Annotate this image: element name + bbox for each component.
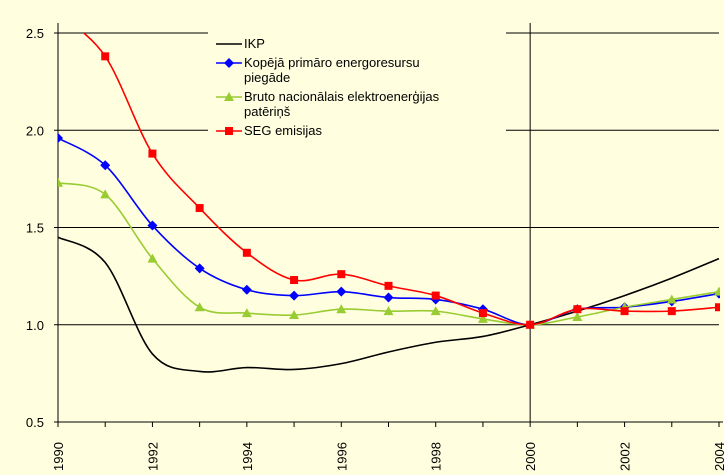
x-tick-label: 2002 bbox=[618, 442, 633, 471]
legend-label: SEG emisijas bbox=[244, 123, 323, 138]
marker bbox=[572, 311, 583, 321]
marker bbox=[101, 52, 110, 61]
y-tick-label: 1.0 bbox=[26, 318, 44, 333]
legend-swatch bbox=[216, 58, 242, 68]
marker bbox=[666, 294, 677, 304]
marker bbox=[383, 306, 394, 316]
legend-label: Kopējā primāro energoresursu piegāde bbox=[244, 55, 420, 85]
marker bbox=[383, 292, 394, 303]
marker bbox=[194, 302, 205, 312]
marker bbox=[225, 127, 233, 135]
marker bbox=[336, 304, 347, 314]
marker bbox=[290, 276, 299, 285]
legend-label: Bruto nacionālais elektroenerģijas patēr… bbox=[244, 89, 440, 119]
series-group bbox=[54, 10, 720, 373]
marker bbox=[715, 303, 720, 312]
marker bbox=[477, 313, 488, 323]
marker bbox=[224, 58, 234, 68]
marker bbox=[147, 253, 158, 263]
marker bbox=[478, 309, 487, 318]
marker bbox=[100, 160, 111, 171]
marker bbox=[431, 291, 440, 300]
marker bbox=[194, 263, 205, 274]
series-line bbox=[58, 181, 720, 326]
marker bbox=[58, 133, 63, 144]
marker bbox=[54, 10, 62, 18]
y-tick-label: 0.5 bbox=[26, 415, 44, 430]
x-tick-label: 1992 bbox=[145, 442, 160, 471]
marker bbox=[337, 270, 346, 279]
legend-swatch bbox=[216, 127, 242, 135]
marker bbox=[714, 286, 720, 296]
marker bbox=[667, 307, 676, 316]
x-tick-label: 1990 bbox=[51, 442, 66, 471]
legend-swatch bbox=[216, 92, 242, 101]
marker bbox=[241, 284, 252, 295]
marker bbox=[336, 286, 347, 297]
x-tick-label: 1994 bbox=[240, 442, 255, 471]
legend-entry: SEG emisijas bbox=[208, 123, 506, 138]
marker bbox=[195, 204, 204, 213]
marker bbox=[148, 149, 157, 158]
marker bbox=[241, 308, 252, 318]
legend-swatch bbox=[216, 43, 242, 45]
y-tick-label: 2.0 bbox=[26, 123, 44, 138]
x-tick-label: 2000 bbox=[523, 442, 538, 471]
marker bbox=[147, 220, 158, 231]
y-tick-label: 1.5 bbox=[26, 221, 44, 236]
marker bbox=[224, 92, 234, 101]
x-tick-label: 2004 bbox=[712, 442, 724, 471]
x-tick-label: 1996 bbox=[334, 442, 349, 471]
legend-entry: Kopējā primāro energoresursu piegāde bbox=[208, 55, 506, 85]
marker bbox=[289, 310, 300, 320]
legend-entry: IKP bbox=[208, 36, 506, 51]
marker bbox=[573, 305, 582, 314]
marker bbox=[289, 290, 300, 301]
marker bbox=[620, 307, 629, 316]
series-line bbox=[58, 236, 720, 373]
legend-label: IKP bbox=[244, 36, 265, 51]
marker bbox=[526, 320, 535, 329]
y-tick-label: 2.5 bbox=[26, 26, 44, 41]
marker bbox=[100, 189, 111, 199]
marker bbox=[430, 306, 441, 316]
x-tick-label: 1998 bbox=[429, 442, 444, 471]
marker bbox=[58, 177, 63, 187]
marker bbox=[242, 248, 251, 257]
marker bbox=[384, 281, 393, 290]
legend-entry: Bruto nacionālais elektroenerģijas patēr… bbox=[208, 89, 506, 119]
legend: IKP Kopējā primāro energoresursu piegāde B… bbox=[208, 30, 506, 146]
